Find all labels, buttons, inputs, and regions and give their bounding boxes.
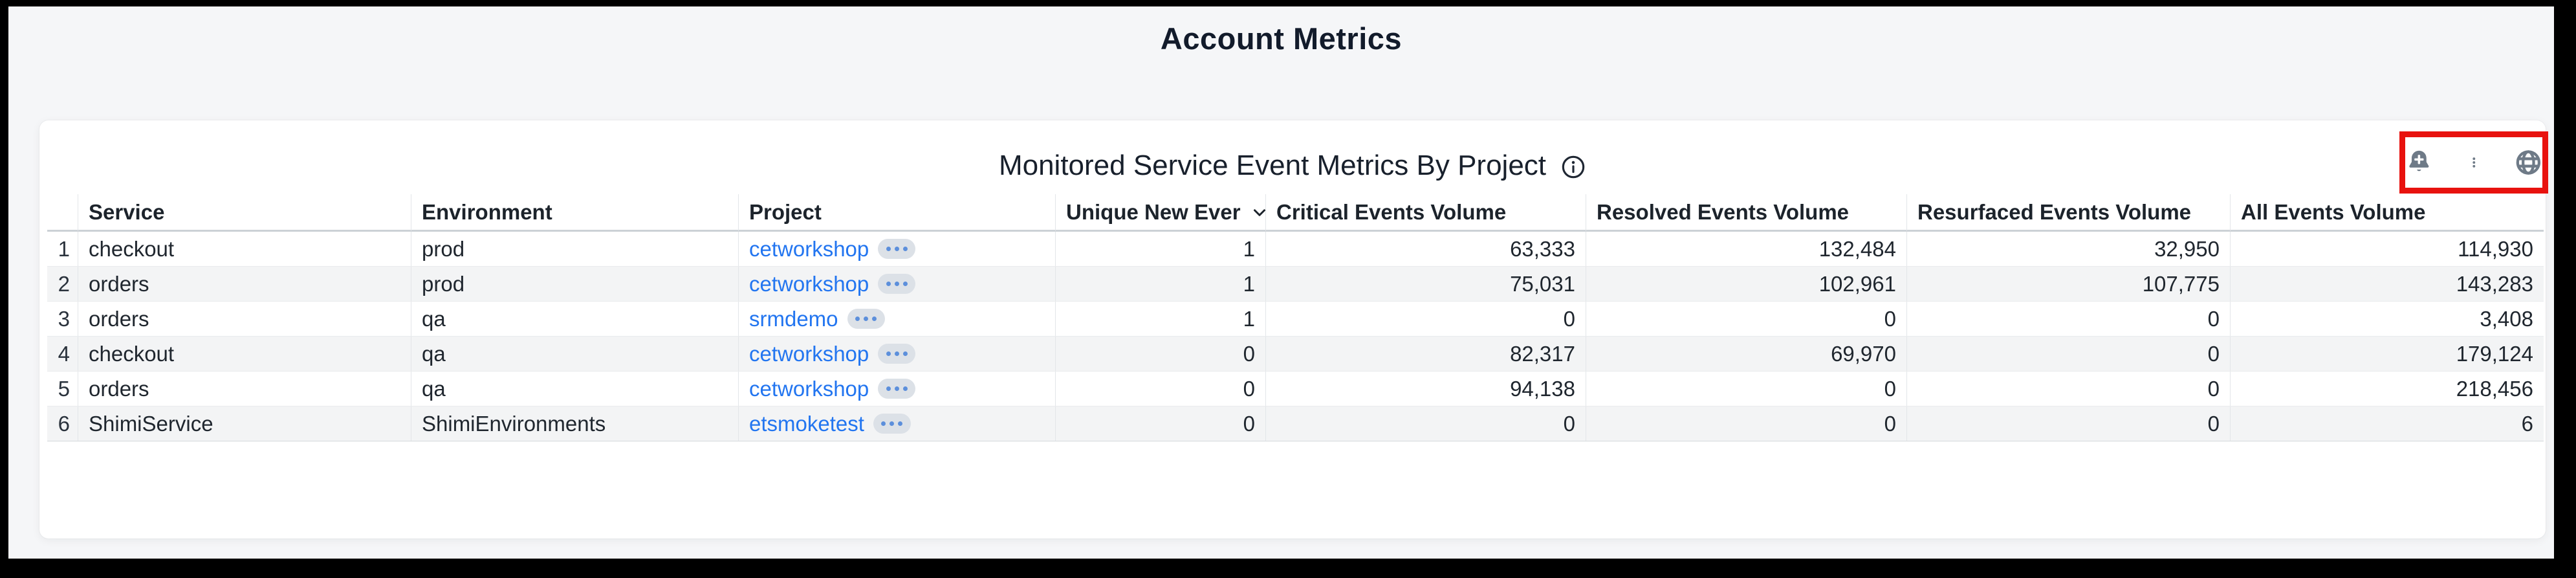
- cell-service: orders: [78, 267, 411, 301]
- cell-all-events: 218,456: [2230, 372, 2544, 406]
- cell-resurfaced-events: 0: [1906, 372, 2230, 406]
- header-cell-environment[interactable]: Environment: [411, 194, 738, 232]
- cell-resolved-events: 0: [1586, 302, 1906, 336]
- cell-critical-events: 94,138: [1265, 372, 1586, 406]
- cell-environment: ShimiEnvironments: [411, 406, 738, 441]
- globe-icon[interactable]: [2515, 148, 2542, 177]
- panel-card: Monitored Service Event Metrics By Proje…: [39, 120, 2548, 539]
- row-number: 3: [58, 306, 70, 331]
- cell-resurfaced-events: 0: [1906, 406, 2230, 441]
- cell-service: checkout: [78, 232, 411, 266]
- cell-unique-new-ever: 0: [1055, 406, 1265, 441]
- header-cell-resurfaced-events[interactable]: Resurfaced Events Volume: [1906, 194, 2230, 232]
- dashboard-page: Account Metrics Monitored Service Event …: [8, 6, 2554, 559]
- more-icon[interactable]: [878, 239, 916, 259]
- bell-plus-icon[interactable]: [2405, 148, 2433, 177]
- cell-resolved-events: 0: [1586, 372, 1906, 406]
- more-icon[interactable]: [878, 274, 916, 294]
- cell-resurfaced-events: 0: [1906, 337, 2230, 371]
- row-number: 6: [58, 411, 70, 436]
- cell-resurfaced-events: 0: [1906, 302, 2230, 336]
- cell-environment: qa: [411, 372, 738, 406]
- project-link[interactable]: etsmoketest: [749, 411, 864, 436]
- cell-unique-new-ever: 0: [1055, 372, 1265, 406]
- kebab-menu-icon[interactable]: [2468, 148, 2480, 177]
- table-body: 1 checkout prod cetworkshop 1 63,333 132…: [47, 232, 2544, 441]
- more-icon[interactable]: [878, 344, 916, 364]
- panel-title: Monitored Service Event Metrics By Proje…: [998, 150, 1547, 181]
- header-cell-unique-new-ever[interactable]: Unique New Ever: [1055, 194, 1265, 232]
- cell-resolved-events: 102,961: [1586, 267, 1906, 301]
- cell-all-events: 143,283: [2230, 267, 2544, 301]
- cell-resurfaced-events: 32,950: [1906, 232, 2230, 266]
- cell-project: etsmoketest: [738, 406, 1055, 441]
- cell-critical-events: 0: [1265, 406, 1586, 441]
- annotation-highlight-box: [2399, 131, 2548, 194]
- cell-resolved-events: 69,970: [1586, 337, 1906, 371]
- cell-project: cetworkshop: [738, 267, 1055, 301]
- cell-unique-new-ever: 1: [1055, 267, 1265, 301]
- table-row: 6 ShimiService ShimiEnvironments etsmoke…: [47, 406, 2544, 441]
- cell-project: cetworkshop: [738, 337, 1055, 371]
- cell-unique-new-ever: 1: [1055, 232, 1265, 266]
- header-cell-resolved-events[interactable]: Resolved Events Volume: [1586, 194, 1906, 232]
- cell-critical-events: 75,031: [1265, 267, 1586, 301]
- header-cell-all-events[interactable]: All Events Volume: [2230, 194, 2544, 232]
- cell-critical-events: 63,333: [1265, 232, 1586, 266]
- cell-environment: prod: [411, 232, 738, 266]
- project-link[interactable]: cetworkshop: [749, 236, 869, 261]
- cell-resolved-events: 132,484: [1586, 232, 1906, 266]
- header-cell-project[interactable]: Project: [738, 194, 1055, 232]
- cell-unique-new-ever: 0: [1055, 337, 1265, 371]
- more-icon[interactable]: [878, 379, 916, 399]
- header-cell-service[interactable]: Service: [78, 194, 411, 232]
- cell-unique-new-ever: 1: [1055, 302, 1265, 336]
- cell-environment: qa: [411, 302, 738, 336]
- more-icon[interactable]: [847, 309, 885, 329]
- cell-all-events: 114,930: [2230, 232, 2544, 266]
- cell-project: srmdemo: [738, 302, 1055, 336]
- cell-critical-events: 82,317: [1265, 337, 1586, 371]
- cell-environment: qa: [411, 337, 738, 371]
- header-cell-rownum: [47, 194, 78, 232]
- project-link[interactable]: cetworkshop: [749, 376, 869, 401]
- project-link[interactable]: srmdemo: [749, 306, 838, 331]
- table-row: 4 checkout qa cetworkshop 0 82,317 69,97…: [47, 337, 2544, 372]
- table-header: Service Environment Project Unique New E…: [47, 194, 2544, 232]
- info-icon[interactable]: [1560, 154, 1586, 180]
- project-link[interactable]: cetworkshop: [749, 271, 869, 296]
- table-row: 1 checkout prod cetworkshop 1 63,333 132…: [47, 232, 2544, 267]
- table-row: 3 orders qa srmdemo 1 0 0 0 3,408: [47, 302, 2544, 337]
- cell-all-events: 3,408: [2230, 302, 2544, 336]
- table-row: 5 orders qa cetworkshop 0 94,138 0 0 218…: [47, 372, 2544, 406]
- page-title: Account Metrics: [1160, 21, 1403, 56]
- project-link[interactable]: cetworkshop: [749, 341, 869, 366]
- row-number: 2: [58, 271, 70, 296]
- row-number: 1: [58, 236, 70, 261]
- cell-service: orders: [78, 372, 411, 406]
- cell-all-events: 6: [2230, 406, 2544, 441]
- row-number: 5: [58, 376, 70, 401]
- table-row: 2 orders prod cetworkshop 1 75,031 102,9…: [47, 267, 2544, 302]
- header-cell-critical-events[interactable]: Critical Events Volume: [1265, 194, 1586, 232]
- cell-project: cetworkshop: [738, 232, 1055, 266]
- metrics-table: Service Environment Project Unique New E…: [47, 194, 2544, 441]
- cell-resolved-events: 0: [1586, 406, 1906, 441]
- cell-project: cetworkshop: [738, 372, 1055, 406]
- row-number: 4: [58, 341, 70, 366]
- cell-service: checkout: [78, 337, 411, 371]
- cell-resurfaced-events: 107,775: [1906, 267, 2230, 301]
- cell-critical-events: 0: [1265, 302, 1586, 336]
- cell-service: orders: [78, 302, 411, 336]
- more-icon[interactable]: [873, 414, 911, 434]
- cell-all-events: 179,124: [2230, 337, 2544, 371]
- cell-service: ShimiService: [78, 406, 411, 441]
- cell-environment: prod: [411, 267, 738, 301]
- sort-desc-chevron-icon: [1253, 208, 1265, 216]
